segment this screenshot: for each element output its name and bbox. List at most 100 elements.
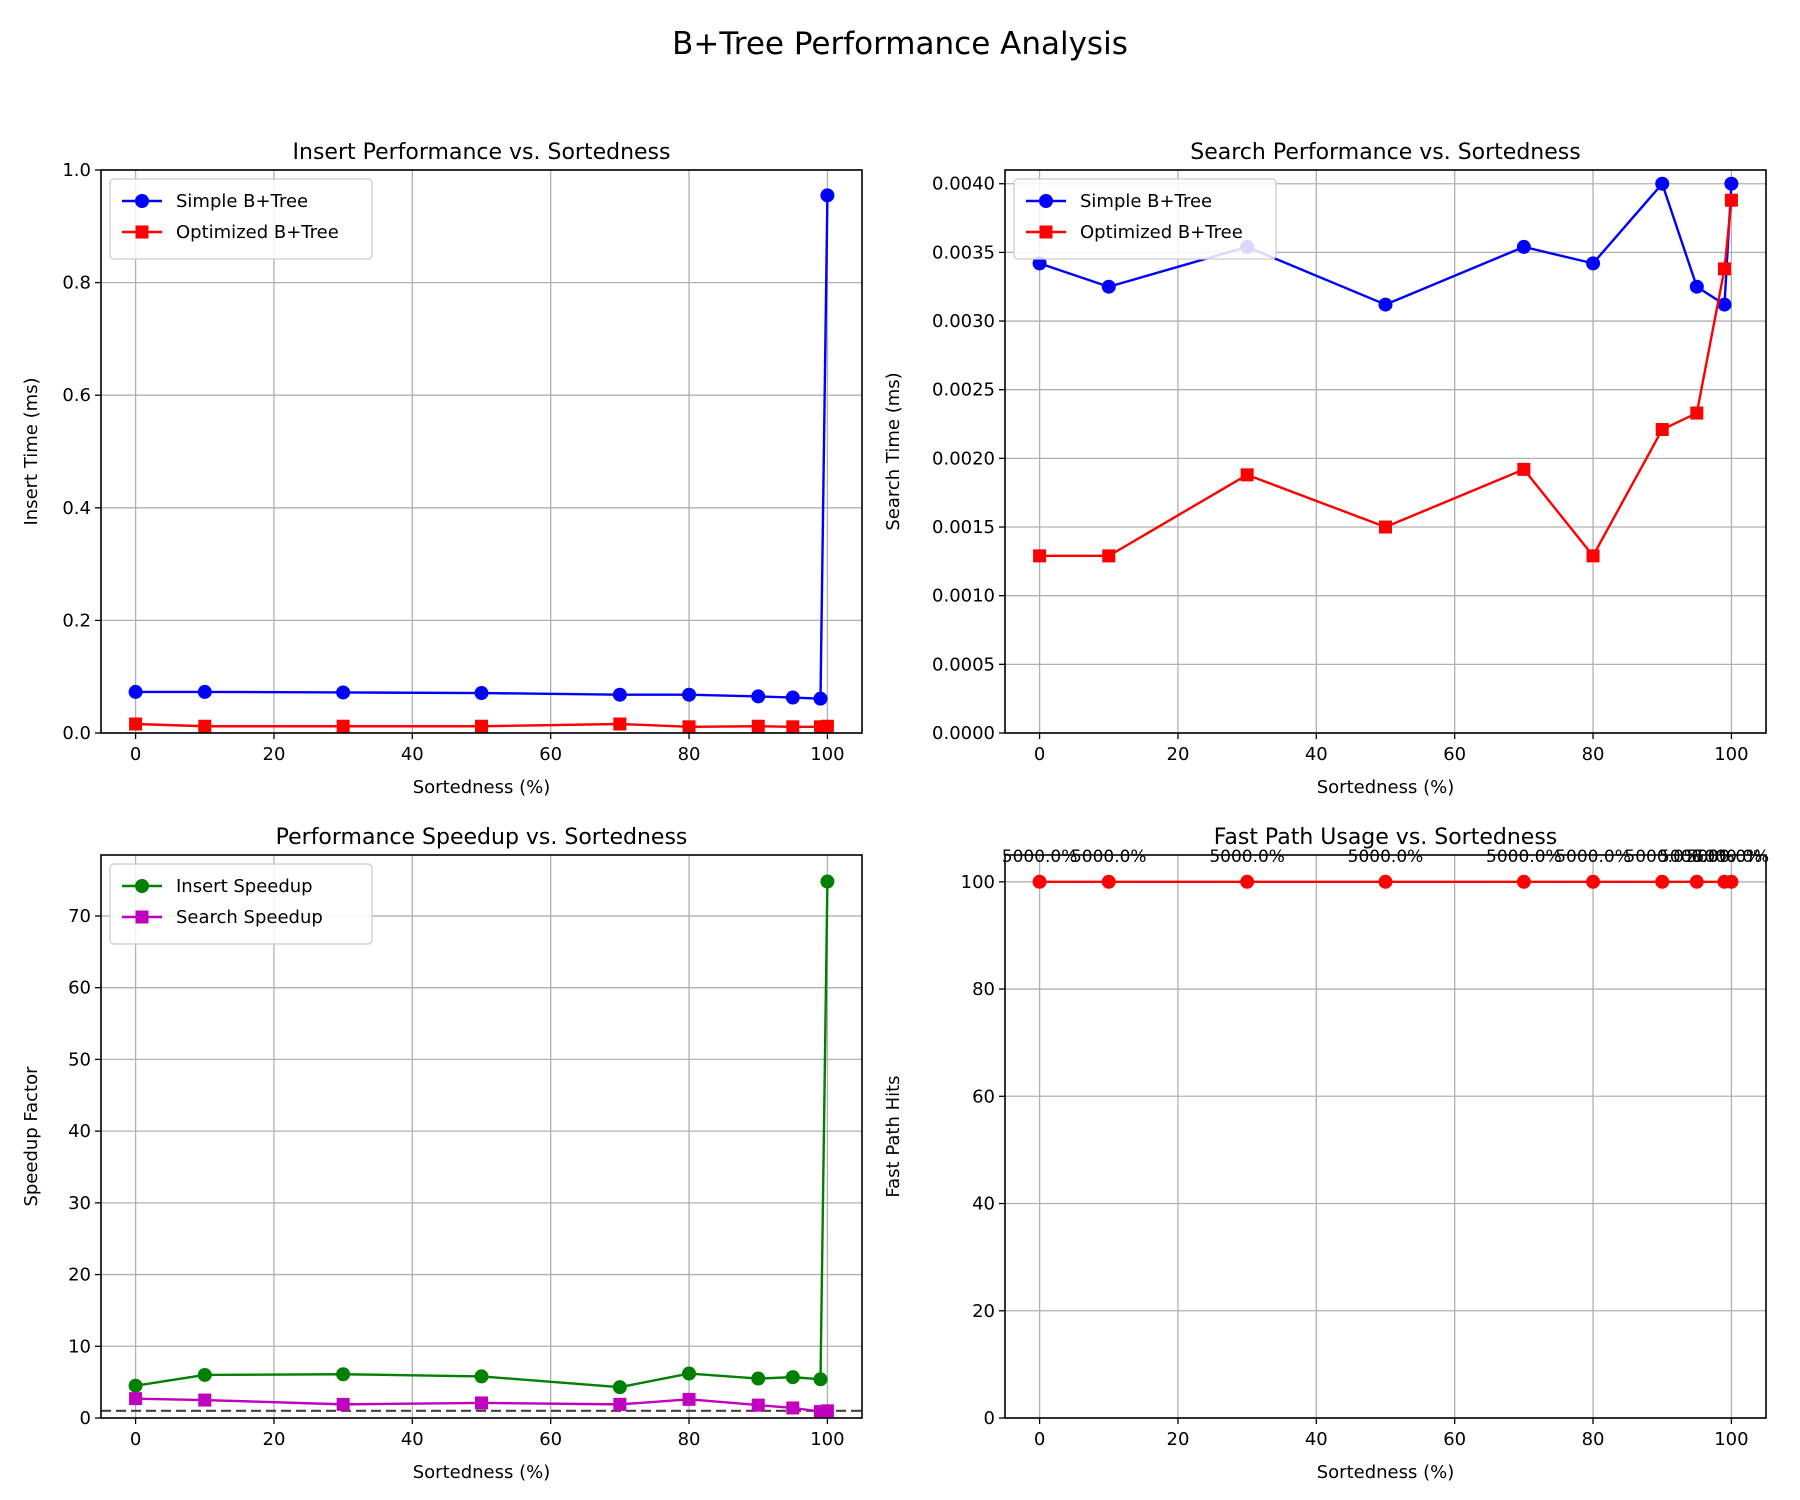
data-point — [475, 719, 488, 733]
subplot-3: 0 20 40 60 80 100 0 10 20 30 40 50 60 70 Performance S… — [21, 825, 863, 1483]
point-annotation: 5000.0% — [1687, 847, 1763, 867]
y-tick-label: 0.0 — [62, 723, 91, 744]
data-point — [1655, 176, 1670, 191]
x-tick-label: 20 — [1167, 1429, 1190, 1450]
x-tick-label: 80 — [1582, 744, 1605, 765]
data-point — [682, 1366, 697, 1381]
data-point — [1690, 406, 1704, 420]
legend-label: Search Speedup — [176, 907, 323, 928]
x-tick-label: 100 — [810, 744, 844, 765]
data-point — [682, 1392, 696, 1406]
data-point — [612, 687, 627, 702]
y-tick-label: 0.0035 — [932, 242, 995, 263]
data-point — [1717, 262, 1731, 276]
y-axis-label: Fast Path Hits — [883, 1075, 904, 1197]
y-tick-label: 80 — [972, 979, 995, 1000]
x-tick-label: 20 — [263, 1429, 286, 1450]
x-tick-label: 40 — [1305, 1429, 1328, 1450]
subplot-1: 0 20 40 60 80 100 0.0 0.2 0.4 0.6 0.8 1.0 Insert Per… — [21, 140, 863, 798]
legend-box — [1013, 178, 1277, 260]
series-line-2 — [135, 1397, 828, 1413]
data-point — [1101, 279, 1116, 294]
y-tick-label: 40 — [972, 1194, 995, 1215]
x-axis-label: Sortedness (%) — [413, 1462, 551, 1483]
data-point — [336, 1397, 350, 1411]
data-point — [1689, 279, 1704, 294]
legend-swatch-marker — [1039, 225, 1053, 239]
data-point — [786, 720, 800, 734]
figure-title: B+Tree Performance Analysis — [672, 26, 1128, 62]
y-tick-label: 60 — [972, 1086, 995, 1107]
data-point — [1516, 874, 1531, 889]
y-tick-label: 0.8 — [62, 273, 91, 294]
x-tick-label: 40 — [1305, 744, 1328, 765]
data-point — [1102, 549, 1116, 563]
x-tick-label: 80 — [678, 1429, 701, 1450]
data-point — [197, 1367, 212, 1382]
point-annotation: 5000.0% — [1486, 847, 1562, 867]
x-tick-label: 100 — [810, 1429, 844, 1450]
legend-swatch-marker — [1039, 194, 1053, 208]
subplot-title: Search Performance vs. Sortedness — [1190, 140, 1580, 165]
data-point — [128, 684, 143, 699]
data-point — [751, 689, 766, 704]
subplot-title: Fast Path Usage vs. Sortedness — [1214, 825, 1558, 850]
series-line-2 — [135, 722, 828, 729]
y-tick-label: 70 — [68, 906, 91, 927]
series-line-2 — [1039, 200, 1733, 558]
x-tick-label: 80 — [678, 744, 701, 765]
data-point — [1655, 874, 1670, 889]
data-point — [1101, 874, 1116, 889]
legend-label: Optimized B+Tree — [1080, 222, 1243, 243]
data-point — [820, 1404, 834, 1418]
x-tick-label: 60 — [539, 744, 562, 765]
x-tick-label: 40 — [401, 744, 424, 765]
data-point — [336, 685, 351, 700]
y-tick-label: 30 — [68, 1193, 91, 1214]
y-tick-label: 20 — [972, 1301, 995, 1322]
y-tick-label: 100 — [961, 872, 995, 893]
y-tick-label: 0 — [80, 1408, 91, 1429]
data-point — [1379, 520, 1392, 534]
legend-box — [109, 178, 373, 260]
series-line-1 — [1039, 182, 1733, 306]
series-line-1 — [135, 195, 829, 700]
point-annotation: 5000.0% — [1694, 847, 1770, 867]
x-tick-label: 0 — [1034, 744, 1045, 765]
data-point — [129, 717, 143, 731]
data-point — [1724, 176, 1739, 191]
data-point — [751, 1371, 766, 1386]
data-point — [336, 1367, 351, 1382]
x-tick-label: 60 — [1443, 744, 1466, 765]
legend-label: Simple B+Tree — [1080, 191, 1212, 212]
x-tick-label: 20 — [1167, 744, 1190, 765]
axes-frame — [1004, 169, 1767, 734]
data-point — [197, 684, 212, 699]
data-point — [785, 690, 800, 705]
y-tick-label: 40 — [68, 1121, 91, 1142]
legend-label: Insert Speedup — [176, 876, 313, 897]
data-point — [813, 1372, 828, 1387]
data-point — [820, 719, 834, 733]
data-point — [613, 1397, 627, 1411]
legend-swatch-marker — [135, 879, 149, 893]
point-annotation: 5000.0% — [1348, 847, 1424, 867]
point-annotation: 5000.0% — [1002, 847, 1078, 867]
series-line-1 — [135, 881, 829, 1389]
subplot-title: Insert Performance vs. Sortedness — [293, 140, 671, 165]
data-point — [198, 1393, 212, 1407]
x-tick-label: 100 — [1714, 744, 1748, 765]
data-point — [682, 687, 697, 702]
y-tick-label: 20 — [68, 1265, 91, 1286]
axes-frame — [100, 169, 863, 734]
data-point — [1240, 468, 1254, 482]
y-axis-label: Search Time (ms) — [883, 372, 904, 530]
y-tick-label: 0.4 — [62, 498, 91, 519]
x-axis-label: Sortedness (%) — [1317, 777, 1455, 798]
y-tick-label: 0.0005 — [932, 654, 995, 675]
data-point — [785, 1370, 800, 1385]
data-point — [751, 719, 765, 733]
y-tick-label: 0.0040 — [932, 174, 995, 195]
